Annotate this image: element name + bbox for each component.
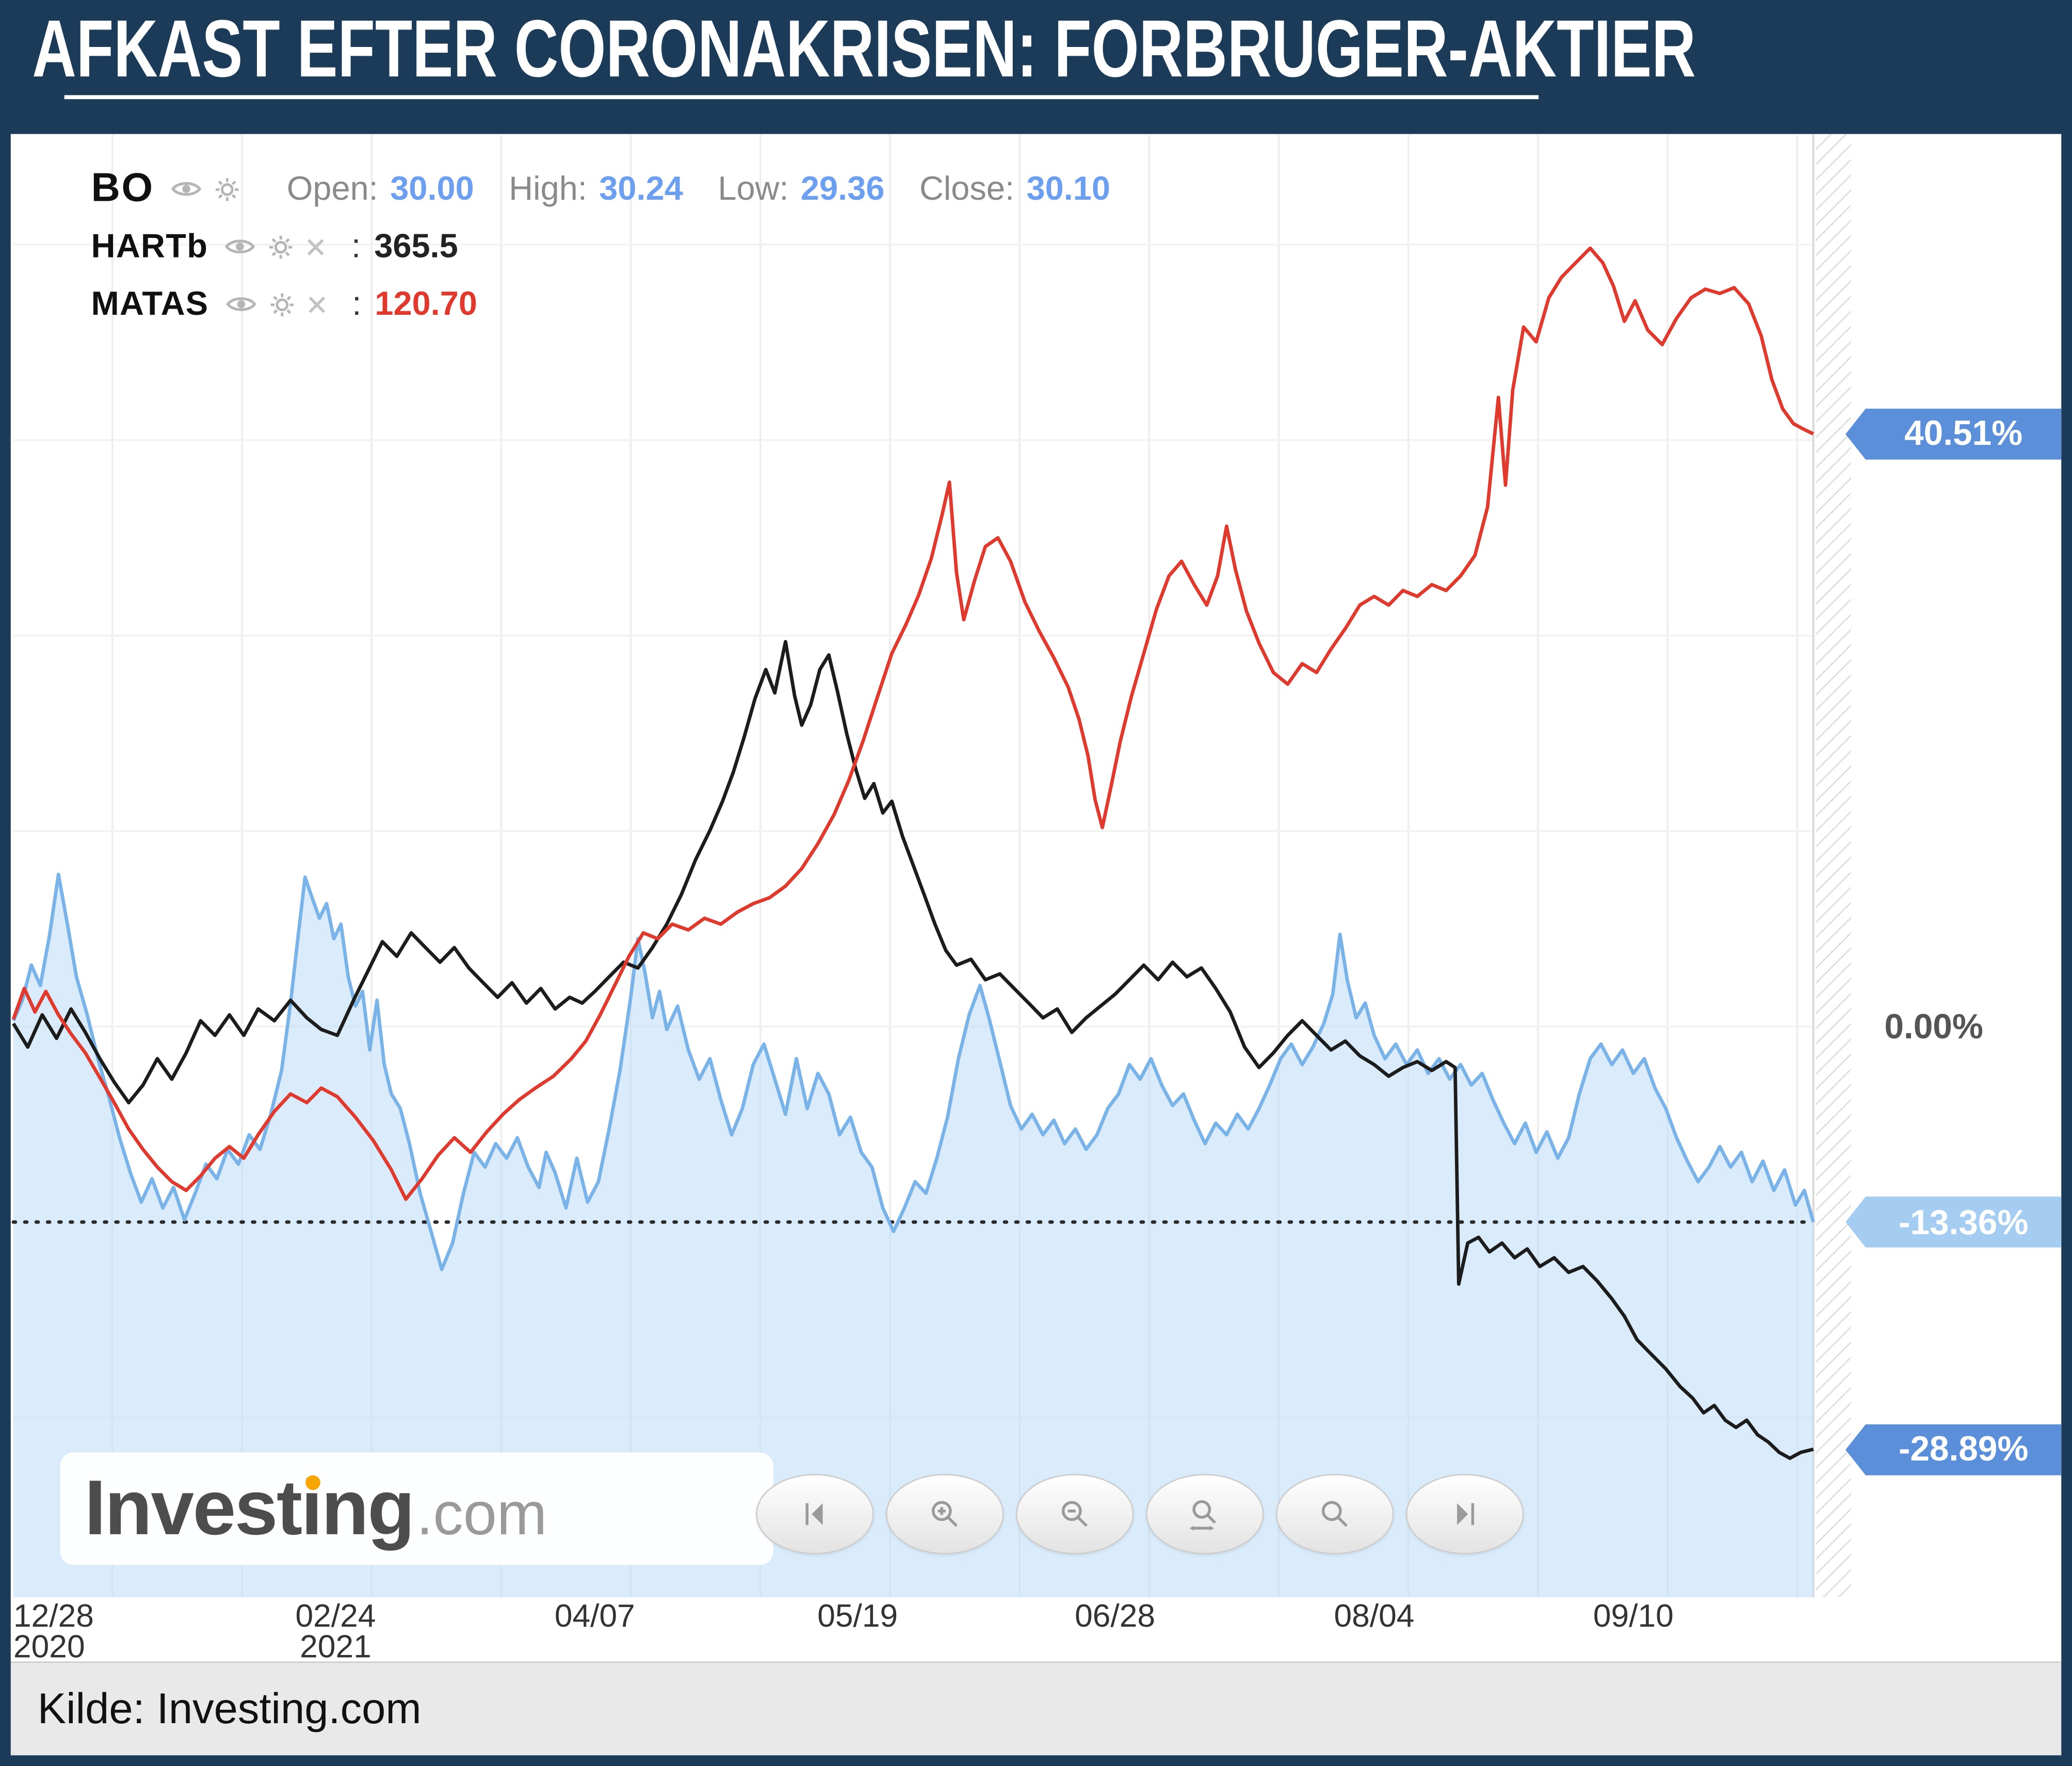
chart-toolbar bbox=[756, 1474, 1524, 1554]
series-line-bo bbox=[11, 873, 1815, 1272]
visibility-eye-icon[interactable] bbox=[225, 294, 257, 315]
series-area-bo bbox=[13, 874, 1814, 1597]
chart-panel: 12/28 2020 02/24 2021 04/07 05/19 06/28 08/04 09… bbox=[10, 134, 2062, 1662]
series-line-hartb bbox=[12, 640, 1814, 1460]
visibility-eye-icon[interactable] bbox=[170, 178, 202, 200]
zoom-reset-button[interactable] bbox=[1276, 1474, 1394, 1554]
settings-gear-icon[interactable] bbox=[268, 234, 294, 259]
source-label: Kilde: Investing.com bbox=[37, 1684, 422, 1733]
low-value: 29.36 bbox=[800, 169, 885, 207]
price-badge-matas: 40.51% bbox=[1846, 408, 2062, 459]
high-label: High: bbox=[509, 169, 587, 207]
open-label: Open: bbox=[286, 169, 378, 207]
close-label: Close: bbox=[919, 169, 1015, 207]
price-badge-bo: -13.36% bbox=[1846, 1196, 2062, 1248]
separator: : bbox=[352, 284, 362, 323]
zoom-x-axis-button[interactable] bbox=[1146, 1474, 1264, 1554]
zoom-in-button[interactable] bbox=[886, 1474, 1004, 1554]
symbol-bo-label: BO bbox=[91, 166, 154, 211]
legend-row-matas: MATAS : 120.70 bbox=[91, 281, 1110, 327]
header: AFKAST EFTER CORONAKRISEN: FORBRUGER-AKT… bbox=[0, 0, 2072, 134]
step-back-button[interactable] bbox=[756, 1474, 874, 1554]
symbol-matas-label: MATAS bbox=[91, 284, 209, 323]
x-axis-label-year: 2020 bbox=[13, 1629, 85, 1662]
separator: : bbox=[351, 227, 361, 265]
step-forward-button[interactable] bbox=[1405, 1474, 1524, 1554]
low-label: Low: bbox=[718, 169, 789, 207]
x-axis-label: 04/07 bbox=[555, 1598, 635, 1634]
logo-text: Invest bbox=[84, 1464, 302, 1552]
legend-row-bo: BO Open: 30.00 High: 30.24 Low: 29.36 Cl… bbox=[91, 166, 1110, 212]
visibility-eye-icon[interactable] bbox=[224, 236, 256, 258]
high-value: 30.24 bbox=[599, 169, 683, 207]
logo-text-ing: ing bbox=[301, 1463, 415, 1553]
investing-watermark-logo: Invest ing .com bbox=[60, 1452, 773, 1565]
x-axis-label: 09/10 bbox=[1593, 1598, 1674, 1634]
settings-gear-icon[interactable] bbox=[215, 176, 240, 201]
chart-legend: BO Open: 30.00 High: 30.24 Low: 29.36 Cl… bbox=[91, 166, 1110, 327]
remove-x-icon[interactable] bbox=[306, 236, 326, 256]
x-axis-label: 06/28 bbox=[1075, 1598, 1155, 1634]
x-axis-label-year: 2021 bbox=[300, 1629, 371, 1662]
x-axis-label: 08/04 bbox=[1334, 1598, 1414, 1634]
logo-tld: .com bbox=[416, 1479, 547, 1548]
future-hatch-region bbox=[1816, 134, 1851, 1597]
x-axis-label: 02/24 bbox=[295, 1598, 376, 1634]
x-axis-label: 12/28 bbox=[13, 1598, 94, 1634]
series-line-matas bbox=[11, 246, 1815, 1201]
page-title: AFKAST EFTER CORONAKRISEN: FORBRUGER-AKT… bbox=[32, 5, 1696, 95]
open-value: 30.00 bbox=[390, 169, 474, 207]
matas-value: 120.70 bbox=[375, 284, 478, 323]
symbol-hartb-label: HARTb bbox=[91, 227, 208, 265]
zoom-out-button[interactable] bbox=[1016, 1474, 1134, 1554]
x-axis-label: 05/19 bbox=[817, 1598, 898, 1634]
hartb-value: 365.5 bbox=[374, 227, 458, 265]
remove-x-icon[interactable] bbox=[306, 294, 327, 314]
settings-gear-icon[interactable] bbox=[269, 292, 294, 317]
title-underline bbox=[64, 95, 1539, 100]
close-value: 30.10 bbox=[1026, 169, 1110, 207]
legend-row-hartb: HARTb : 365.5 bbox=[91, 224, 1110, 269]
zero-percent-label: 0.00% bbox=[1884, 1006, 1983, 1047]
price-badge-hartb: -28.89% bbox=[1846, 1423, 2062, 1475]
source-footer: Kilde: Investing.com bbox=[10, 1661, 2062, 1756]
